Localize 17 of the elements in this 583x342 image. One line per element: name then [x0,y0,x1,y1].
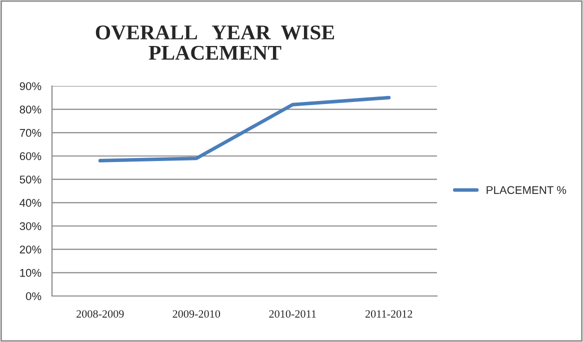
y-tick-label: 80% [20,106,42,114]
y-tick-label: 90% [20,82,42,90]
x-tick-label: 2008-2009 [76,310,124,318]
x-tick-label: 2011-2012 [366,310,412,318]
y-tick-label: 20% [20,246,42,254]
y-tick-label: 70% [20,128,42,137]
line-series [98,96,391,162]
y-tick-label: 10% [20,268,42,277]
chart-title: OVERALL YEAR WISE PLACEMENT [96,26,334,60]
legend-label: PLACEMENT % [486,186,566,194]
x-tick-label: 2009-2010 [172,310,220,318]
y-tick-label: 30% [20,222,42,230]
y-tick-label: 60% [20,152,42,160]
y-tick-label: 0% [26,292,42,300]
y-tick-label: 50% [20,176,42,184]
x-tick-label: 2010-2011 [269,310,316,318]
y-tick-label: 40% [20,198,42,207]
